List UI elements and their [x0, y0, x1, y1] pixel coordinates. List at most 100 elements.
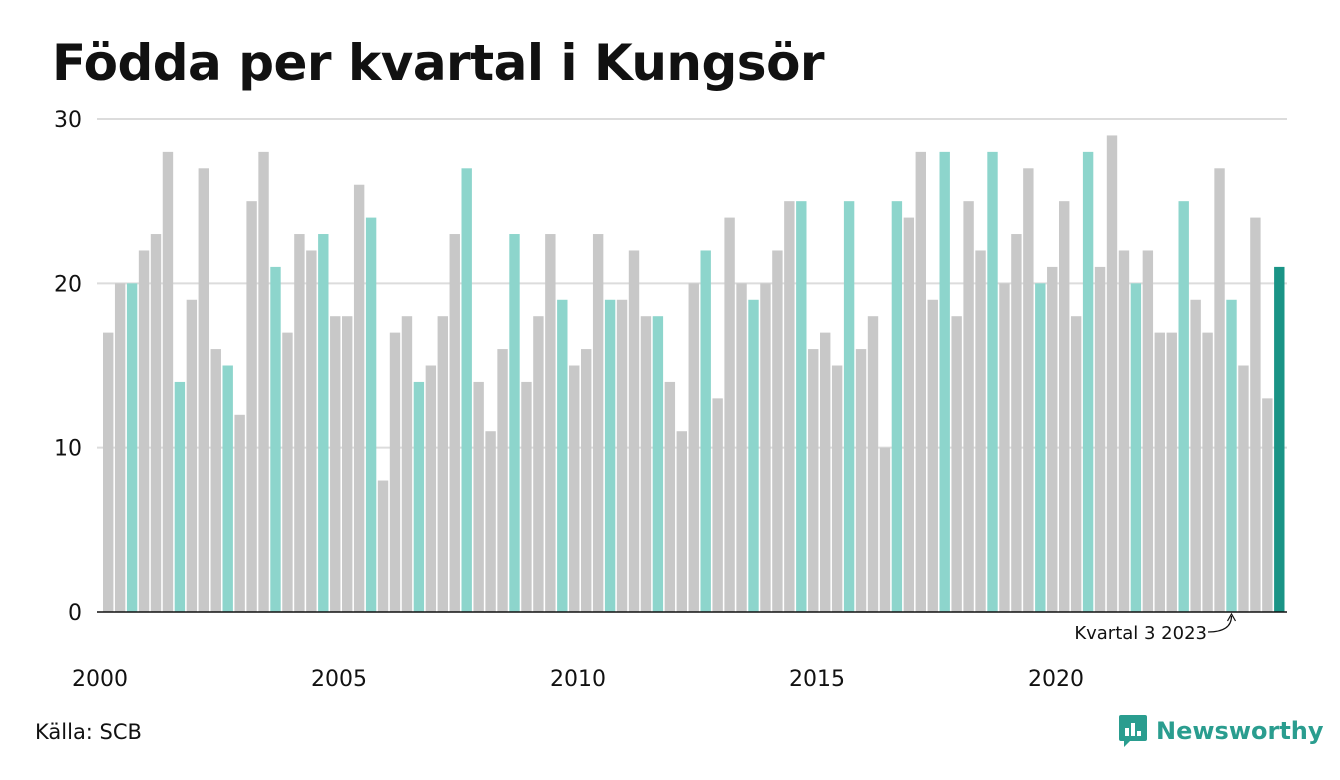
- bar: [485, 431, 496, 612]
- brand-label: Newsworthy: [1156, 717, 1324, 745]
- bar: [533, 316, 544, 612]
- annotation-arrowhead: [1226, 612, 1237, 622]
- bar: [1023, 168, 1034, 613]
- bar: [1082, 151, 1094, 612]
- bar: [987, 151, 998, 612]
- brand-logo[interactable]: Newsworthy: [1118, 714, 1324, 748]
- annotation-arrow: [1207, 615, 1233, 633]
- bar: [401, 316, 413, 612]
- bar: [1202, 332, 1213, 612]
- bar: [270, 266, 281, 612]
- bar: [1094, 266, 1106, 612]
- bar: [927, 299, 938, 612]
- bar: [1166, 332, 1177, 612]
- bar: [712, 398, 723, 612]
- bar: [509, 234, 520, 612]
- bar: [258, 151, 269, 612]
- bar: [939, 151, 950, 612]
- bar: [700, 250, 711, 612]
- bar: [1070, 316, 1082, 612]
- bar: [353, 184, 365, 613]
- bar: [915, 151, 926, 612]
- bar: [330, 316, 341, 612]
- bar: [461, 168, 472, 613]
- bar: [1274, 266, 1285, 612]
- bar: [891, 201, 903, 613]
- bar: [1250, 217, 1261, 612]
- bar: [640, 316, 652, 612]
- bar: [581, 349, 592, 612]
- bars: [103, 135, 1285, 613]
- bar: [1226, 299, 1237, 612]
- bar: [1190, 299, 1201, 612]
- bar: [294, 234, 305, 612]
- source-text: Källa: SCB: [35, 720, 142, 744]
- chart-title: Födda per kvartal i Kungsör: [52, 34, 825, 92]
- bar: [1047, 266, 1058, 612]
- bar: [306, 250, 317, 612]
- bar: [126, 283, 138, 612]
- bar: [1238, 365, 1249, 612]
- bar: [1035, 283, 1046, 612]
- newsworthy-logo-icon: [1119, 715, 1147, 747]
- bar: [1059, 201, 1070, 613]
- y-tick-label: 20: [54, 272, 82, 297]
- bar: [138, 250, 150, 612]
- bar: [724, 217, 735, 612]
- bar: [628, 250, 640, 612]
- bar: [545, 234, 556, 612]
- bar: [365, 217, 377, 612]
- bar: [1106, 135, 1118, 612]
- bar: [377, 480, 389, 612]
- bar: [772, 250, 783, 612]
- bar: [664, 381, 676, 612]
- bar: [1011, 234, 1022, 612]
- bar-chart: 0 10 20 30 2000 2005 2010 2015 2020 Kvartal 3 20…: [54, 108, 1287, 692]
- bar: [867, 316, 879, 612]
- bar: [784, 201, 795, 613]
- y-tick-label: 10: [54, 437, 82, 462]
- bar: [1262, 398, 1273, 612]
- bar: [748, 299, 759, 612]
- bar: [342, 316, 353, 612]
- bar: [234, 414, 245, 612]
- bar: [652, 316, 664, 612]
- bar: [760, 283, 771, 612]
- bar: [150, 234, 162, 612]
- bar: [569, 365, 580, 612]
- bar: [999, 283, 1010, 612]
- bar: [879, 447, 891, 612]
- bar: [210, 349, 221, 612]
- bar: [198, 168, 209, 613]
- bar: [413, 381, 425, 612]
- y-tick-label: 30: [54, 108, 82, 133]
- x-tick-label: 2005: [311, 667, 367, 692]
- bar: [676, 431, 687, 612]
- axes: 0 10 20 30 2000 2005 2010 2015 2020: [54, 108, 1287, 692]
- bar: [796, 201, 807, 613]
- bar: [318, 234, 329, 612]
- bar: [521, 381, 532, 612]
- bar: [449, 234, 460, 612]
- bar: [282, 332, 293, 612]
- bar: [1130, 283, 1142, 612]
- bar: [162, 151, 174, 612]
- bar: [808, 349, 819, 612]
- bar: [1214, 168, 1225, 613]
- bar: [425, 365, 437, 612]
- bar: [1154, 332, 1165, 612]
- bar: [963, 201, 974, 613]
- bar: [592, 234, 604, 612]
- bar: [1118, 250, 1130, 612]
- bar: [473, 381, 484, 612]
- bar: [604, 299, 616, 612]
- bar: [820, 332, 831, 612]
- y-tick-label: 0: [68, 601, 82, 626]
- x-tick-label: 2000: [72, 667, 128, 692]
- bar: [246, 201, 257, 613]
- x-tick-label: 2020: [1028, 667, 1084, 692]
- bar: [103, 332, 114, 612]
- bar: [951, 316, 962, 612]
- bar: [903, 217, 915, 612]
- x-tick-label: 2010: [550, 667, 606, 692]
